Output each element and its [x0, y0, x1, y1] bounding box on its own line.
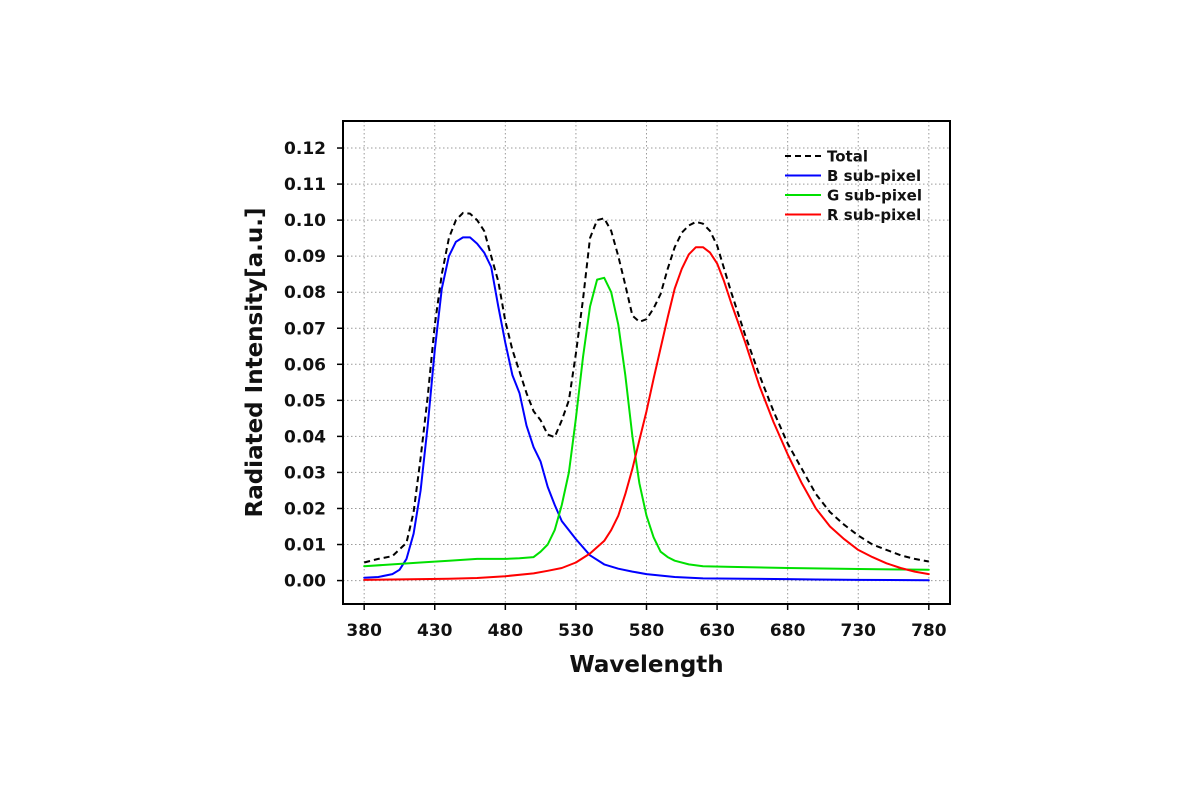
y-tick-label: 0.04 [284, 427, 326, 447]
series-line-total [363, 211, 929, 564]
legend-label: Total [827, 148, 868, 166]
series-line-r-sub-pixel [363, 246, 930, 581]
legend-label: R sub-pixel [827, 206, 921, 224]
y-tick-label: 0.08 [284, 283, 326, 303]
y-tick-label: 0.09 [284, 247, 326, 267]
y-tick-label: 0.06 [284, 355, 326, 375]
series-lines [363, 211, 930, 582]
x-axis-title: Wavelength [569, 652, 723, 678]
y-tick-label: 0.07 [284, 319, 326, 339]
x-tick-label: 730 [840, 621, 876, 641]
x-tick-label: 480 [488, 621, 524, 641]
y-tick-label: 0.02 [284, 499, 326, 519]
series-line-g-sub-pixel [363, 276, 930, 571]
y-tick-label: 0.11 [284, 175, 326, 195]
x-tick-label: 430 [417, 621, 453, 641]
x-tick-label: 680 [770, 621, 806, 641]
y-tick-label: 0.00 [284, 572, 326, 592]
x-tick-label: 780 [911, 621, 947, 641]
series-line-b-sub-pixel [363, 236, 930, 582]
y-tick-label: 0.01 [284, 536, 326, 556]
legend-label: B sub-pixel [827, 167, 921, 185]
y-tick-label: 0.10 [284, 211, 326, 231]
x-tick-label: 380 [346, 621, 382, 641]
y-tick-label: 0.03 [284, 463, 326, 483]
axis-ticks: 380 430 480 530 580 630 680 730 780 0.00 0.01 0.02 0… [284, 139, 947, 641]
y-tick-label: 0.12 [284, 139, 326, 159]
legend-label: G sub-pixel [827, 187, 922, 205]
x-tick-label: 580 [629, 621, 665, 641]
x-tick-label: 630 [699, 621, 735, 641]
y-tick-label: 0.05 [284, 391, 326, 411]
y-axis-title: Radiated Intensity[a.u.] [242, 207, 268, 517]
x-tick-label: 530 [558, 621, 594, 641]
grid [343, 121, 950, 604]
